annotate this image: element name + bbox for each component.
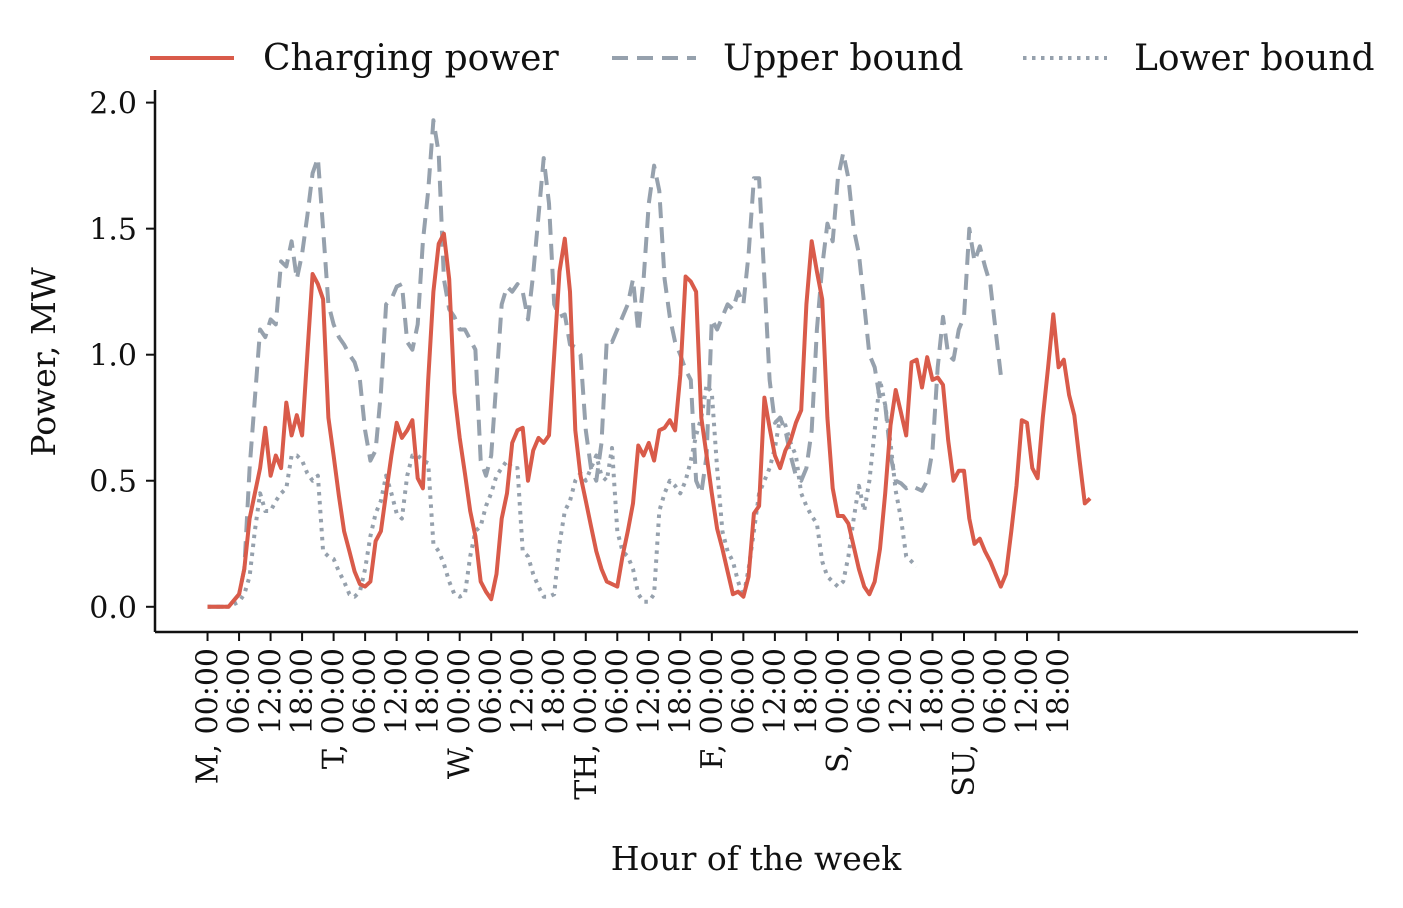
x-tick-label: 06:00 bbox=[600, 648, 635, 734]
x-tick-label: 06:00 bbox=[474, 648, 509, 734]
x-tick-label: 06:00 bbox=[979, 648, 1014, 734]
x-tick-label: 18:00 bbox=[916, 648, 951, 734]
x-tick-label: 12:00 bbox=[758, 648, 793, 734]
legend-entry-upper-bound: Upper bound bbox=[612, 38, 964, 79]
legend-entry-lower-bound: Lower bound bbox=[1023, 38, 1375, 79]
x-tick-label: 06:00 bbox=[726, 648, 761, 734]
x-tick-label: 18:00 bbox=[1042, 648, 1077, 734]
y-ticks: 0.0 0.5 1.0 1.5 2.0 bbox=[89, 87, 155, 626]
x-tick-label: M, 00:00 bbox=[191, 648, 226, 784]
x-tick-label: 12:00 bbox=[380, 648, 415, 734]
y-tick-label: 1.0 bbox=[89, 339, 137, 374]
x-tick-label: W, 00:00 bbox=[443, 648, 478, 779]
x-tick-label: 18:00 bbox=[537, 648, 572, 734]
x-tick-label: 12:00 bbox=[632, 648, 667, 734]
x-tick-label: 18:00 bbox=[285, 648, 320, 734]
series-line-upper-bound bbox=[207, 118, 1008, 609]
x-tick-label: 06:00 bbox=[348, 648, 383, 734]
y-tick-label: 1.5 bbox=[89, 213, 137, 248]
x-axis-label: Hour of the week bbox=[611, 839, 903, 878]
y-tick-label: 2.0 bbox=[89, 87, 137, 122]
x-tick-label: S, 00:00 bbox=[821, 648, 856, 773]
plot-area bbox=[207, 118, 1092, 609]
x-tick-label: 06:00 bbox=[222, 648, 257, 734]
y-tick-label: 0.5 bbox=[89, 465, 137, 500]
series-line-charging-power bbox=[207, 231, 1092, 609]
x-tick-label: 18:00 bbox=[789, 648, 824, 734]
x-tick-label: 12:00 bbox=[884, 648, 919, 734]
legend: Charging power Upper bound Lower bound bbox=[150, 38, 1375, 79]
x-tick-label: 12:00 bbox=[1010, 648, 1045, 734]
y-tick-label: 0.0 bbox=[89, 591, 137, 626]
x-tick-label: 12:00 bbox=[506, 648, 541, 734]
legend-label-upper-bound: Upper bound bbox=[723, 38, 964, 79]
y-axis-label: Power, MW bbox=[24, 267, 63, 456]
x-tick-label: TH, 00:00 bbox=[569, 648, 604, 800]
x-tick-label: SU, 00:00 bbox=[947, 648, 982, 797]
x-tick-label: 18:00 bbox=[663, 648, 698, 734]
x-tick-label: T, 00:00 bbox=[317, 648, 352, 769]
legend-label-charging-power: Charging power bbox=[263, 38, 559, 79]
x-tick-label: 06:00 bbox=[852, 648, 887, 734]
x-tick-label: 18:00 bbox=[411, 648, 446, 734]
legend-label-lower-bound: Lower bound bbox=[1134, 38, 1375, 79]
legend-entry-charging-power: Charging power bbox=[150, 38, 559, 79]
series-line-lower-bound bbox=[207, 377, 919, 609]
x-tick-label: F, 00:00 bbox=[695, 648, 730, 770]
x-tick-label: 12:00 bbox=[254, 648, 289, 734]
